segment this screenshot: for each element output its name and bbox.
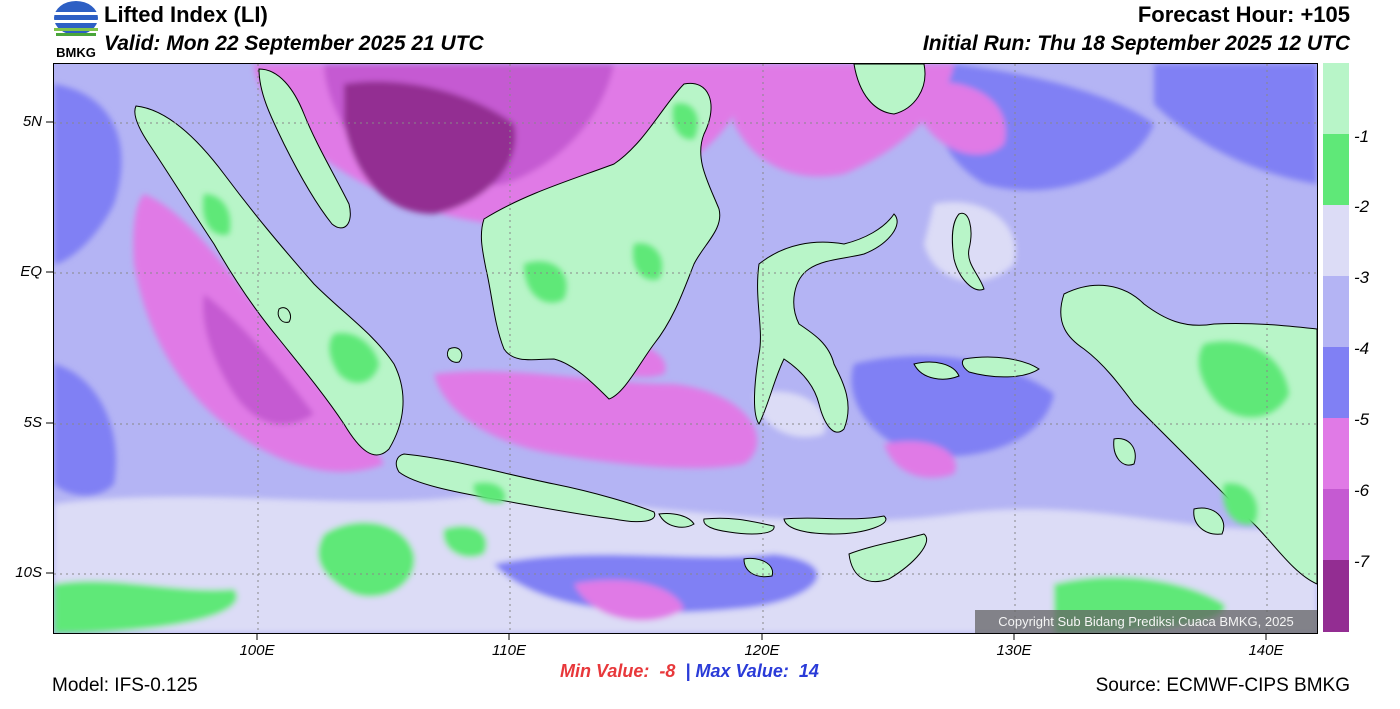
lat-label-5s: 5S xyxy=(23,414,42,431)
colorbar-label-1: -2 xyxy=(1354,197,1370,216)
copyright-notice: Copyright Sub Bidang Prediksi Cuaca BMKG… xyxy=(975,610,1317,633)
halmahera xyxy=(951,212,985,291)
timor xyxy=(848,533,927,583)
lon-label-130e: 130E xyxy=(996,642,1032,659)
colorbar-label-4: -5 xyxy=(1354,410,1370,429)
max-value: 14 xyxy=(798,661,819,681)
field-purple-indian xyxy=(203,294,314,425)
field-blue-west xyxy=(54,84,122,264)
map-canvas xyxy=(54,64,1317,633)
field-magenta-javasea xyxy=(434,371,758,469)
colorbar-swatch-2 xyxy=(1323,205,1349,276)
field-green-patch-2 xyxy=(443,525,487,558)
lon-label-100e: 100E xyxy=(239,642,275,659)
lat-label-10s: 10S xyxy=(15,564,42,581)
land-wet-borneo xyxy=(524,261,567,303)
colorbar-label-0: -1 xyxy=(1354,127,1370,146)
mindanao xyxy=(853,64,926,115)
lombok-sumbawa xyxy=(703,517,775,535)
colorbar-label-6: -7 xyxy=(1354,552,1370,571)
bali xyxy=(658,513,695,528)
lon-label-140e: 140E xyxy=(1248,642,1284,659)
forecast-hour: Forecast Hour: +105 xyxy=(1137,2,1350,27)
colorbar-swatch-6 xyxy=(1323,489,1349,560)
lat-label-eq: EQ xyxy=(20,263,42,280)
field-magenta-indian xyxy=(133,194,384,472)
min-value: -8 xyxy=(659,661,676,681)
aru xyxy=(1113,438,1136,466)
field-blue-banda xyxy=(851,355,1054,457)
valid-time: Valid: Mon 22 September 2025 21 UTC xyxy=(104,32,484,55)
field-green-patch xyxy=(318,522,415,597)
land-wet-papua-south xyxy=(1223,483,1258,525)
buru xyxy=(913,361,960,380)
colorbar-swatch-0 xyxy=(1323,63,1349,134)
field-magenta-banda xyxy=(884,441,956,478)
colorbar-swatch-1 xyxy=(1323,134,1349,205)
min-max-values: Min Value: -8 | Max Value: 14 xyxy=(560,661,819,682)
field-blue-ne xyxy=(1154,64,1317,184)
land-wet-sabah xyxy=(672,103,698,140)
colorbar-label-2: -3 xyxy=(1354,268,1370,287)
colorbar xyxy=(1323,63,1349,632)
lat-label-5n: 5N xyxy=(22,113,42,130)
field-magenta-ne xyxy=(914,82,1006,155)
sulawesi xyxy=(753,213,898,433)
bangka xyxy=(446,347,463,363)
lon-label-110e: 110E xyxy=(492,642,526,659)
lon-label-120e: 120E xyxy=(744,642,780,659)
java xyxy=(395,453,656,523)
logo-text: BMKG xyxy=(56,45,96,60)
land-wet-sumatra xyxy=(329,333,379,383)
field-blue-south xyxy=(494,554,818,613)
colorbar-label-5: -6 xyxy=(1354,481,1370,500)
land-wet-papua xyxy=(1198,341,1289,418)
bmkg-logo: BMKG xyxy=(52,0,100,60)
colorbar-swatch-5 xyxy=(1323,418,1349,489)
colorbar-swatch-7 xyxy=(1323,560,1349,632)
small-island-1 xyxy=(277,307,292,323)
field-dark-scs xyxy=(344,81,516,214)
tanimbar xyxy=(1193,507,1225,535)
flores xyxy=(783,515,887,535)
source-label: Source: ECMWF-CIPS BMKG xyxy=(1095,675,1350,696)
colorbar-label-3: -4 xyxy=(1354,339,1370,358)
field-light-flores xyxy=(754,391,826,438)
land-wet-java xyxy=(473,482,505,504)
land-wet-borneo-2 xyxy=(633,243,663,280)
field-magenta-south xyxy=(574,580,684,621)
field-blue-west-2 xyxy=(54,364,116,496)
max-label: Max Value: xyxy=(695,661,789,681)
field-green-sw xyxy=(54,581,238,633)
land-wet-aceh xyxy=(203,194,231,235)
colorbar-swatch-4 xyxy=(1323,347,1349,418)
colorbar-swatch-3 xyxy=(1323,276,1349,347)
min-label: Min Value: xyxy=(560,661,650,681)
sumba xyxy=(743,557,774,578)
seram xyxy=(961,356,1040,378)
map-title: Lifted Index (LI) xyxy=(104,2,268,27)
field-blue-pacific xyxy=(937,64,1154,191)
initial-run: Initial Run: Thu 18 September 2025 12 UT… xyxy=(922,32,1350,55)
grid-lines xyxy=(54,64,1317,633)
malay-peninsula xyxy=(258,68,351,229)
lifted-index-map: Copyright Sub Bidang Prediksi Cuaca BMKG… xyxy=(53,63,1318,634)
borneo xyxy=(480,82,721,400)
stats-separator: | xyxy=(685,661,691,681)
model-label: Model: IFS-0.125 xyxy=(52,675,198,696)
